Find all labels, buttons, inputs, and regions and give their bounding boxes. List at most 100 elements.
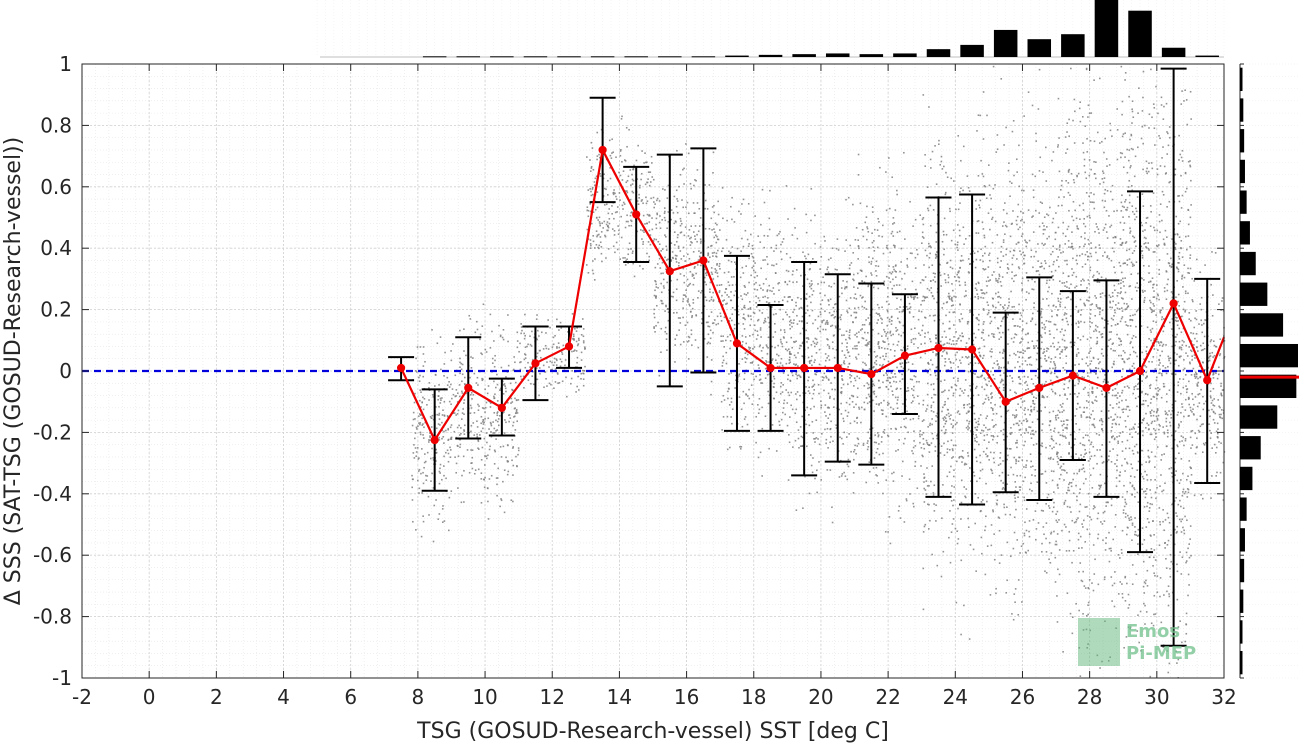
scatter-point [993,271,995,273]
scatter-point [509,382,512,385]
scatter-point [934,374,937,377]
scatter-point [549,360,552,363]
scatter-point [801,320,803,323]
scatter-point [638,197,640,199]
scatter-point [935,415,937,417]
scatter-point [945,351,948,354]
top-histogram-bar [825,53,850,57]
scatter-point [881,413,884,415]
scatter-point [935,434,938,437]
scatter-point [1083,158,1086,161]
scatter-point [1055,231,1057,234]
scatter-point [759,451,762,454]
scatter-point [802,285,804,287]
scatter-point [692,251,695,253]
scatter-point [425,474,427,477]
scatter-point [727,281,730,283]
scatter-point [958,270,960,272]
scatter-point [655,227,658,230]
scatter-point [998,367,1000,370]
scatter-point [944,403,946,406]
scatter-point [1009,250,1012,253]
scatter-point [1054,556,1057,559]
scatter-point [990,397,993,399]
scatter-point [740,408,743,411]
scatter-point [1032,266,1034,269]
scatter-point [950,491,952,494]
scatter-point [744,356,746,359]
scatter-point [865,216,868,218]
scatter-point [811,293,814,296]
scatter-point [786,283,789,286]
scatter-point [999,463,1002,465]
scatter-point [951,485,953,487]
scatter-point [905,417,907,420]
scatter-point [538,367,541,369]
scatter-point [1002,389,1005,392]
scatter-point [1019,378,1022,380]
scatter-point [960,455,963,458]
scatter-point [992,457,995,460]
scatter-point [1047,304,1050,307]
scatter-point [538,349,541,352]
scatter-point [496,483,498,486]
scatter-point [790,353,792,356]
scatter-point [955,384,958,387]
scatter-point [1027,341,1030,344]
scatter-point [924,342,926,345]
scatter-point [906,257,909,260]
scatter-point [955,279,958,282]
scatter-point [890,372,893,374]
scatter-point [1001,471,1004,474]
scatter-point [664,256,666,259]
scatter-point [1015,422,1018,425]
scatter-point [779,338,782,341]
scatter-point [906,358,908,361]
scatter-point [520,361,522,363]
scatter-point [801,342,804,345]
scatter-point [708,325,711,328]
scatter-point [914,465,916,468]
scatter-point [733,275,735,278]
scatter-point [952,449,954,452]
scatter-point [924,489,927,491]
scatter-point [781,343,783,345]
scatter-point [868,246,870,249]
scatter-point [871,380,874,383]
scatter-point [624,160,627,162]
scatter-point [507,340,509,343]
scatter-point [504,385,506,387]
scatter-point [807,338,810,340]
scatter-point [1032,465,1034,468]
scatter-point [775,247,778,250]
scatter-point [854,444,856,447]
scatter-point [411,499,414,501]
scatter-point [815,352,818,354]
scatter-point [976,426,979,428]
scatter-point [679,317,681,319]
scatter-point [417,425,419,427]
scatter-point [848,267,851,270]
scatter-point [616,206,619,208]
scatter-point [809,408,812,410]
scatter-point [624,159,626,161]
scatter-point [806,406,808,409]
scatter-point [975,385,978,388]
scatter-point [990,370,992,373]
right-histogram-bar [1240,374,1297,399]
scatter-point [907,308,909,311]
scatter-point [439,402,442,404]
scatter-point [978,347,981,350]
scatter-point [974,493,977,495]
scatter-point [1035,270,1038,272]
scatter-point [882,224,884,227]
scatter-point [742,390,745,393]
scatter-point [640,178,642,181]
scatter-point [880,436,883,438]
scatter-point [974,373,976,375]
scatter-point [480,422,483,425]
scatter-point [516,340,519,342]
scatter-point [1007,304,1010,307]
scatter-point [1042,510,1045,512]
scatter-point [1028,426,1030,428]
